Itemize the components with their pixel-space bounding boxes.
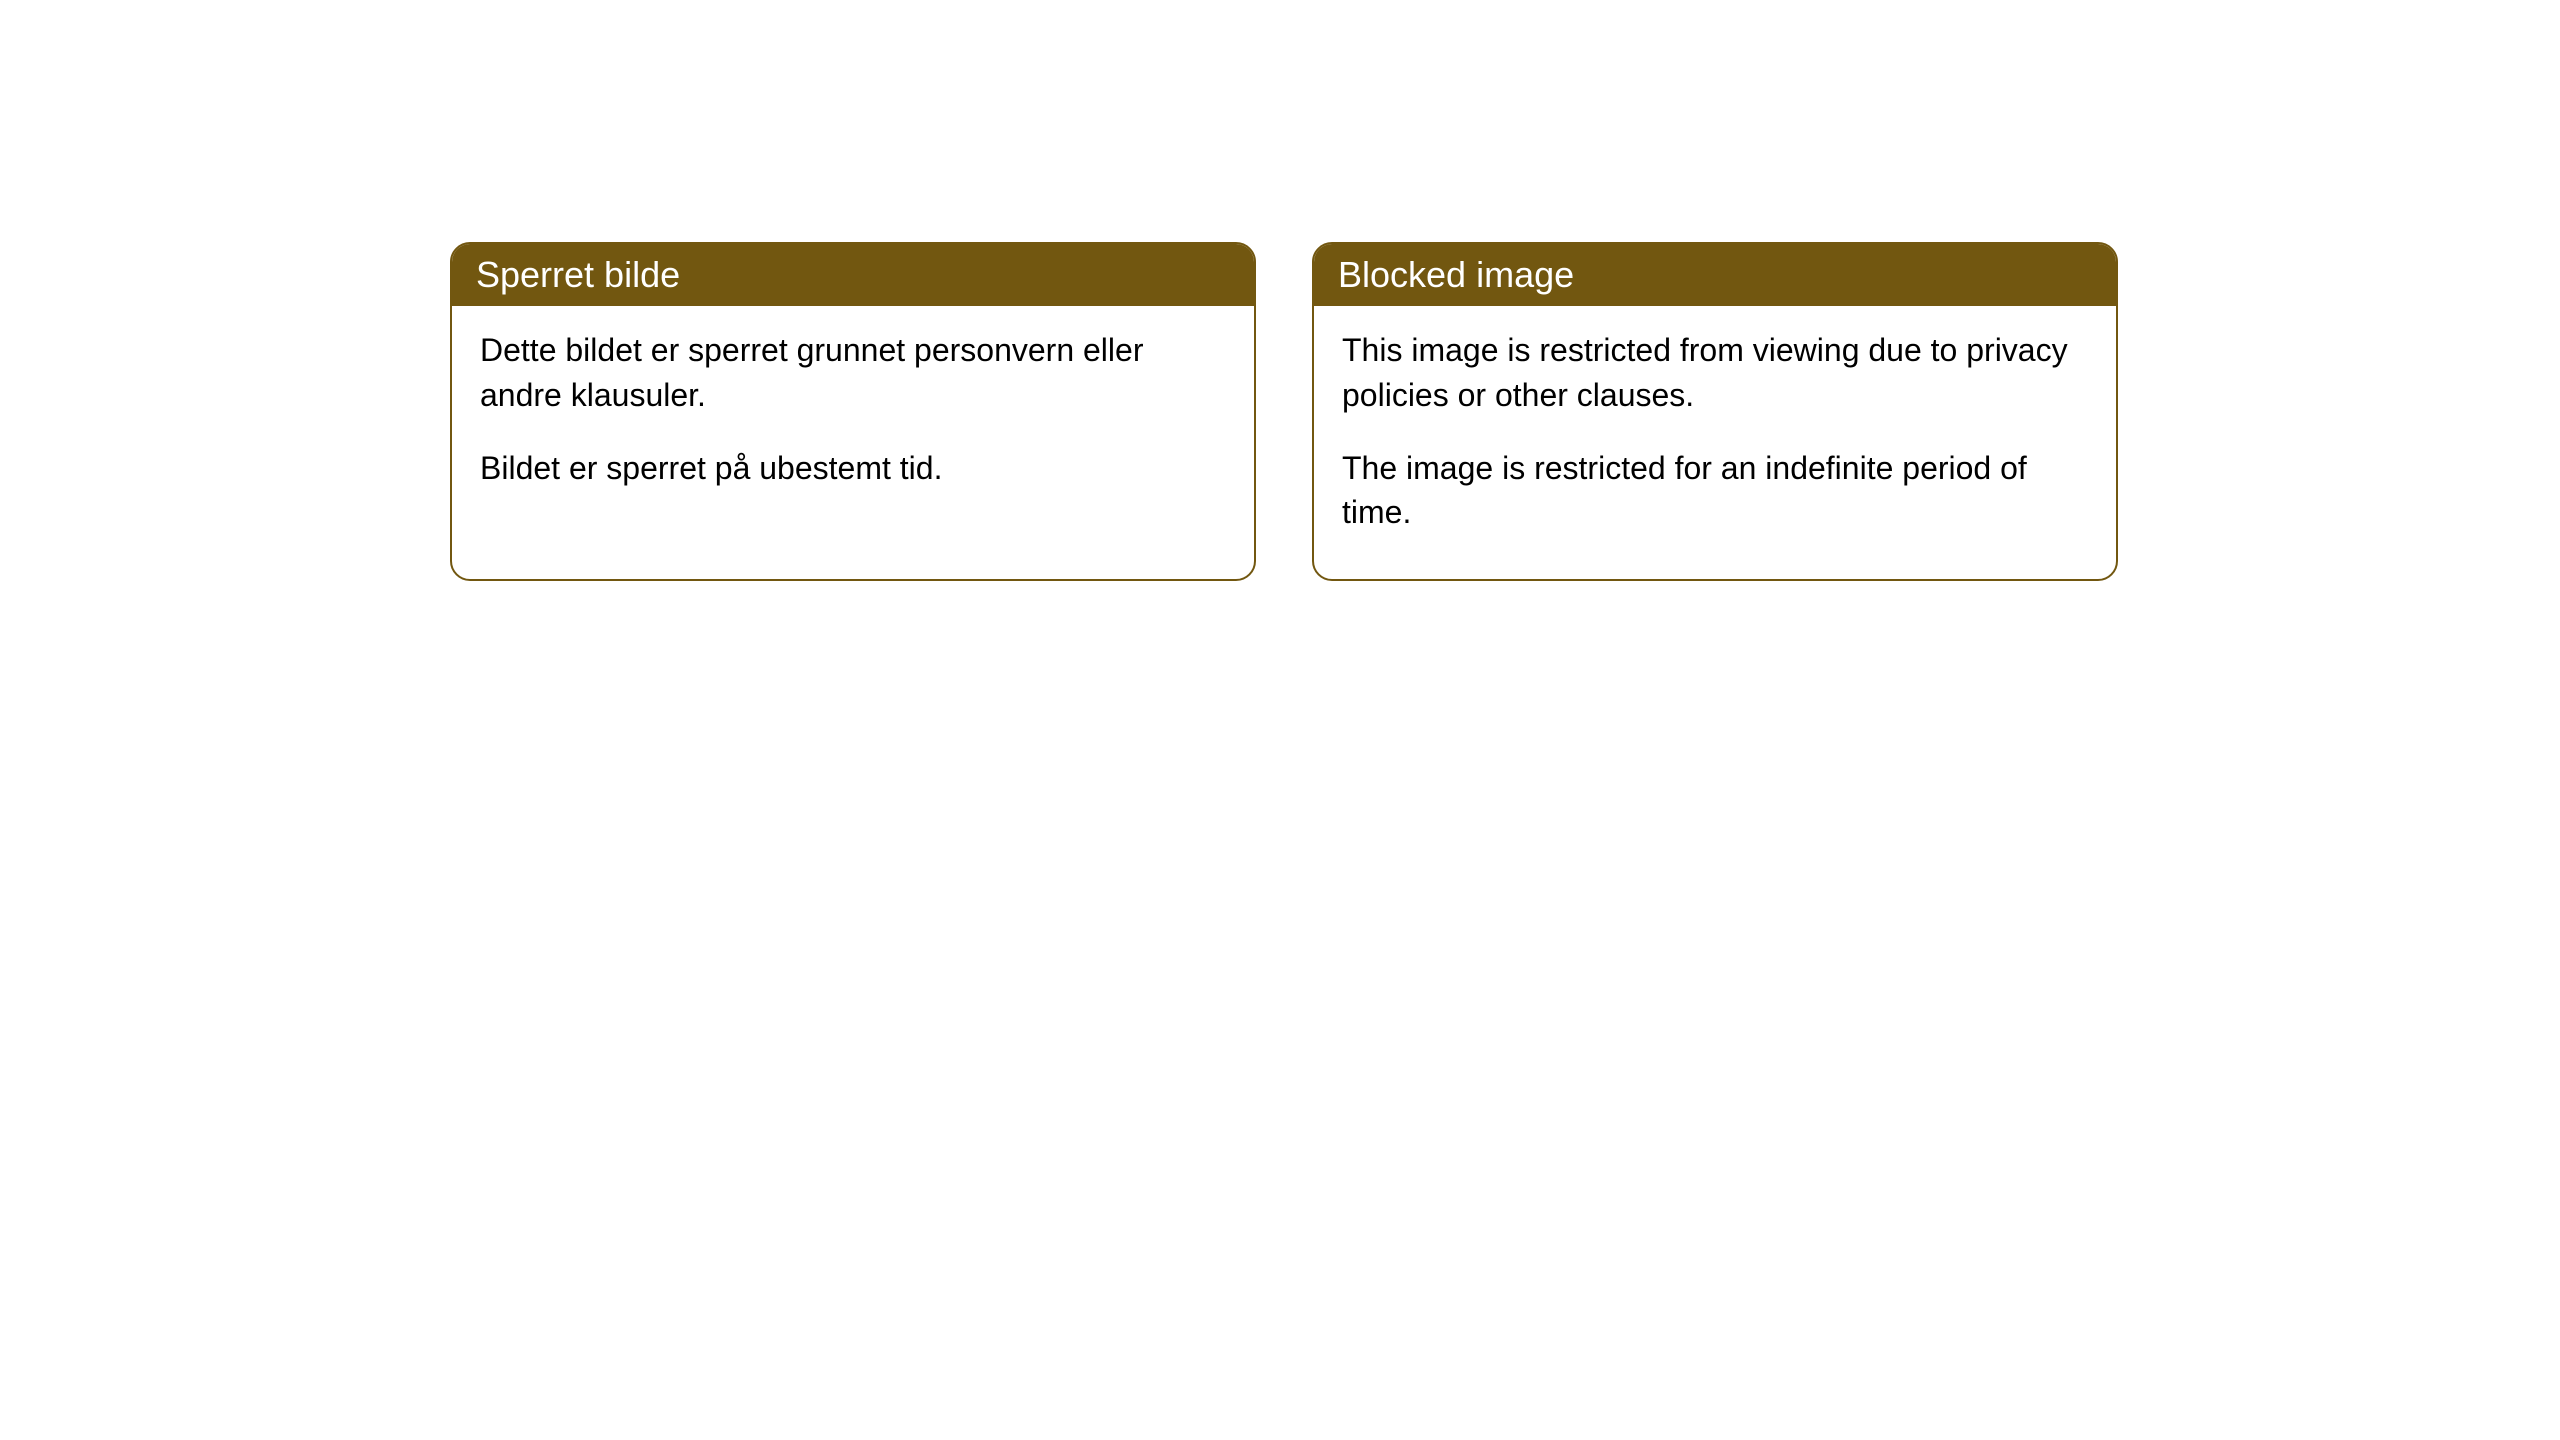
notice-card-english: Blocked image This image is restricted f… bbox=[1312, 242, 2118, 581]
notice-card-norwegian: Sperret bilde Dette bildet er sperret gr… bbox=[450, 242, 1256, 581]
notice-header-norwegian: Sperret bilde bbox=[452, 244, 1254, 306]
notice-paragraph-1-english: This image is restricted from viewing du… bbox=[1342, 328, 2088, 418]
notice-paragraph-2-norwegian: Bildet er sperret på ubestemt tid. bbox=[480, 446, 1226, 491]
notice-body-norwegian: Dette bildet er sperret grunnet personve… bbox=[452, 306, 1254, 534]
notice-container: Sperret bilde Dette bildet er sperret gr… bbox=[450, 242, 2118, 581]
notice-header-english: Blocked image bbox=[1314, 244, 2116, 306]
notice-body-english: This image is restricted from viewing du… bbox=[1314, 306, 2116, 579]
notice-paragraph-2-english: The image is restricted for an indefinit… bbox=[1342, 446, 2088, 536]
notice-paragraph-1-norwegian: Dette bildet er sperret grunnet personve… bbox=[480, 328, 1226, 418]
